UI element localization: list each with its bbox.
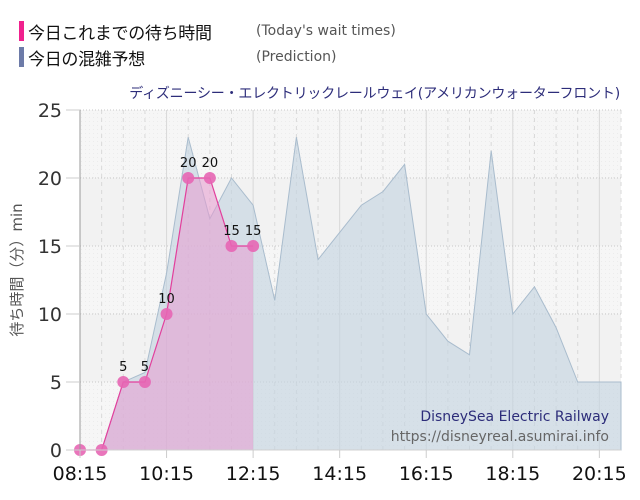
data-point-marker bbox=[247, 240, 260, 252]
x-tick-label: 16:15 bbox=[399, 463, 454, 485]
legend-swatch-prediction bbox=[19, 47, 24, 67]
y-tick-label: 0 bbox=[50, 440, 62, 462]
data-point-marker bbox=[203, 172, 216, 184]
legend-label-actual: 今日これまでの待ち時間 bbox=[28, 23, 212, 44]
watermark: DisneySea Electric Railway https://disne… bbox=[391, 409, 609, 445]
data-point-marker bbox=[160, 308, 173, 320]
data-label: 15 bbox=[223, 224, 240, 239]
y-tick-label: 15 bbox=[38, 236, 62, 258]
data-label: 20 bbox=[180, 156, 197, 171]
legend-item-prediction: 今日の混雑予想 (Prediction) bbox=[19, 44, 396, 70]
legend-sub-prediction: (Prediction) bbox=[256, 49, 337, 65]
data-label: 5 bbox=[119, 360, 127, 375]
legend-sub-actual: (Today's wait times) bbox=[256, 23, 396, 39]
data-label: 10 bbox=[158, 292, 175, 307]
y-tick-label: 5 bbox=[50, 372, 62, 394]
data-point-marker bbox=[117, 376, 130, 388]
x-tick-label: 08:15 bbox=[53, 463, 108, 485]
data-point-marker bbox=[138, 376, 151, 388]
actual-markers: 5 5 10 20 20 15 15 bbox=[74, 156, 261, 456]
data-label: 5 bbox=[141, 360, 149, 375]
data-point-marker bbox=[225, 240, 238, 252]
axes: 0 5 10 15 20 25 08:15 10:15 12:15 14:15 16:15 18:15… bbox=[8, 100, 627, 485]
x-tick-label: 10:15 bbox=[139, 463, 194, 485]
y-axis-label: 待ち時間（分）min bbox=[8, 203, 26, 336]
y-tick-label: 20 bbox=[38, 168, 62, 190]
x-tick-label: 14:15 bbox=[312, 463, 367, 485]
watermark-url: https://disneyreal.asumirai.info bbox=[391, 429, 609, 445]
x-tick-label: 20:15 bbox=[572, 463, 627, 485]
legend-item-actual: 今日これまでの待ち時間 (Today's wait times) bbox=[19, 18, 396, 44]
watermark-name: DisneySea Electric Railway bbox=[420, 409, 609, 425]
legend: 今日これまでの待ち時間 (Today's wait times) 今日の混雑予想… bbox=[19, 18, 396, 70]
x-tick-label: 18:15 bbox=[485, 463, 540, 485]
data-label: 15 bbox=[245, 224, 262, 239]
x-tick-label: 12:15 bbox=[226, 463, 281, 485]
data-label: 20 bbox=[202, 156, 219, 171]
data-point-marker bbox=[182, 172, 195, 184]
y-tick-label: 25 bbox=[38, 100, 62, 122]
chart-title: ディズニーシー・エレクトリックレールウェイ(アメリカンウォーターフロント) bbox=[129, 86, 620, 102]
legend-label-prediction: 今日の混雑予想 bbox=[28, 49, 145, 70]
legend-swatch-actual bbox=[19, 21, 24, 41]
y-tick-label: 10 bbox=[38, 304, 62, 326]
